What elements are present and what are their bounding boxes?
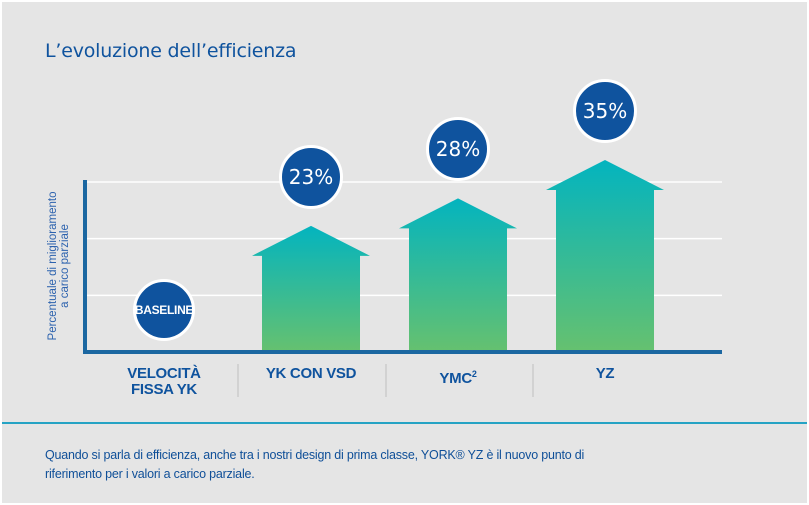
value-badge: 28% xyxy=(426,117,490,182)
x-category-text: YK CON VSD xyxy=(265,365,357,382)
caption-line-1: Quando si parla di efficienza, anche tra… xyxy=(45,448,585,462)
x-category-separator xyxy=(237,364,239,397)
x-category-ymc2: YMC2 xyxy=(383,366,533,387)
caption: Quando si parla di efficienza, anche tra… xyxy=(45,446,685,484)
axes xyxy=(83,180,722,354)
arrow-bar xyxy=(399,198,517,352)
section-divider xyxy=(2,422,807,424)
arrow-bars xyxy=(252,160,664,352)
x-category-line-2: FISSA YK xyxy=(131,381,197,398)
value-badge: 35% xyxy=(573,79,637,143)
x-category-yz: YZ xyxy=(530,366,680,382)
arrow-bar xyxy=(252,225,370,352)
x-category-separator xyxy=(385,364,387,397)
x-category-separator xyxy=(532,364,534,397)
x-category-superscript: 2 xyxy=(471,369,477,379)
x-category-text: YZ xyxy=(595,365,615,382)
x-category-velocita-fissa-yk: VELOCITÀ FISSA YK xyxy=(89,366,239,398)
arrow-bar xyxy=(546,160,664,352)
chart-title: L’evoluzione dell’efficienza xyxy=(45,40,297,62)
x-category-yk-con-vsd: YK CON VSD xyxy=(236,366,386,382)
caption-line-2: riferimento per i valori a carico parzia… xyxy=(45,467,255,481)
baseline-badge: BASELINE xyxy=(133,279,195,341)
x-category-text: YMC xyxy=(439,370,472,387)
x-category-line-1: VELOCITÀ xyxy=(127,365,201,382)
value-badge: 23% xyxy=(279,144,343,209)
